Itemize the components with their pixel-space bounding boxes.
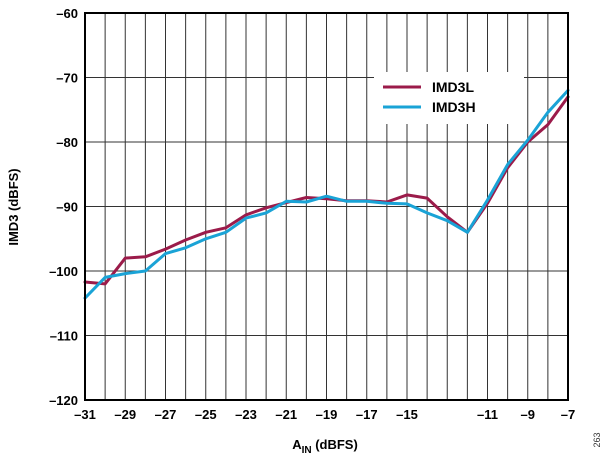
y-tick-label: –60: [56, 6, 78, 21]
x-axis-label: AIN (dBFS): [292, 437, 358, 456]
x-tick-label: –27: [155, 407, 177, 422]
x-tick-label: –19: [316, 407, 338, 422]
series-lines: [83, 88, 570, 300]
y-axis-label: IMD3 (dBFS): [6, 168, 21, 245]
legend-label-imd3l: IMD3L: [432, 79, 474, 95]
grid-lines: [84, 12, 569, 401]
y-tick-label: –70: [56, 71, 78, 86]
x-tick-labels: –31 –29 –27 –25 –23 –21 –19 –17 –15 –11 –9 –7: [74, 407, 575, 422]
series-line-imd3l: [83, 95, 570, 286]
x-tick-label: –17: [356, 407, 378, 422]
x-tick-label: –23: [235, 407, 257, 422]
x-tick-label: –25: [195, 407, 217, 422]
y-tick-label: –80: [56, 135, 78, 150]
y-tick-label: –90: [56, 200, 78, 215]
legend-label-imd3h: IMD3H: [432, 99, 476, 115]
y-tick-labels: –120 –110 –100 –90 –80 –70 –60: [49, 6, 78, 408]
legend: IMD3L IMD3H: [374, 72, 524, 124]
plot-frame: [84, 12, 569, 401]
x-tick-label: –15: [396, 407, 418, 422]
x-tick-label: –7: [561, 407, 575, 422]
x-tick-label: –21: [275, 407, 297, 422]
x-tick-label: –11: [477, 407, 498, 422]
y-tick-label: –110: [50, 329, 78, 344]
figure-id: 263: [592, 432, 602, 447]
x-tick-label: –9: [521, 407, 535, 422]
x-tick-label: –29: [114, 407, 136, 422]
y-tick-label: –100: [49, 264, 78, 279]
series-line-imd3h: [83, 88, 570, 300]
legend-box: [374, 72, 524, 124]
y-tick-label: –120: [49, 393, 78, 408]
x-tick-label: –31: [74, 407, 96, 422]
